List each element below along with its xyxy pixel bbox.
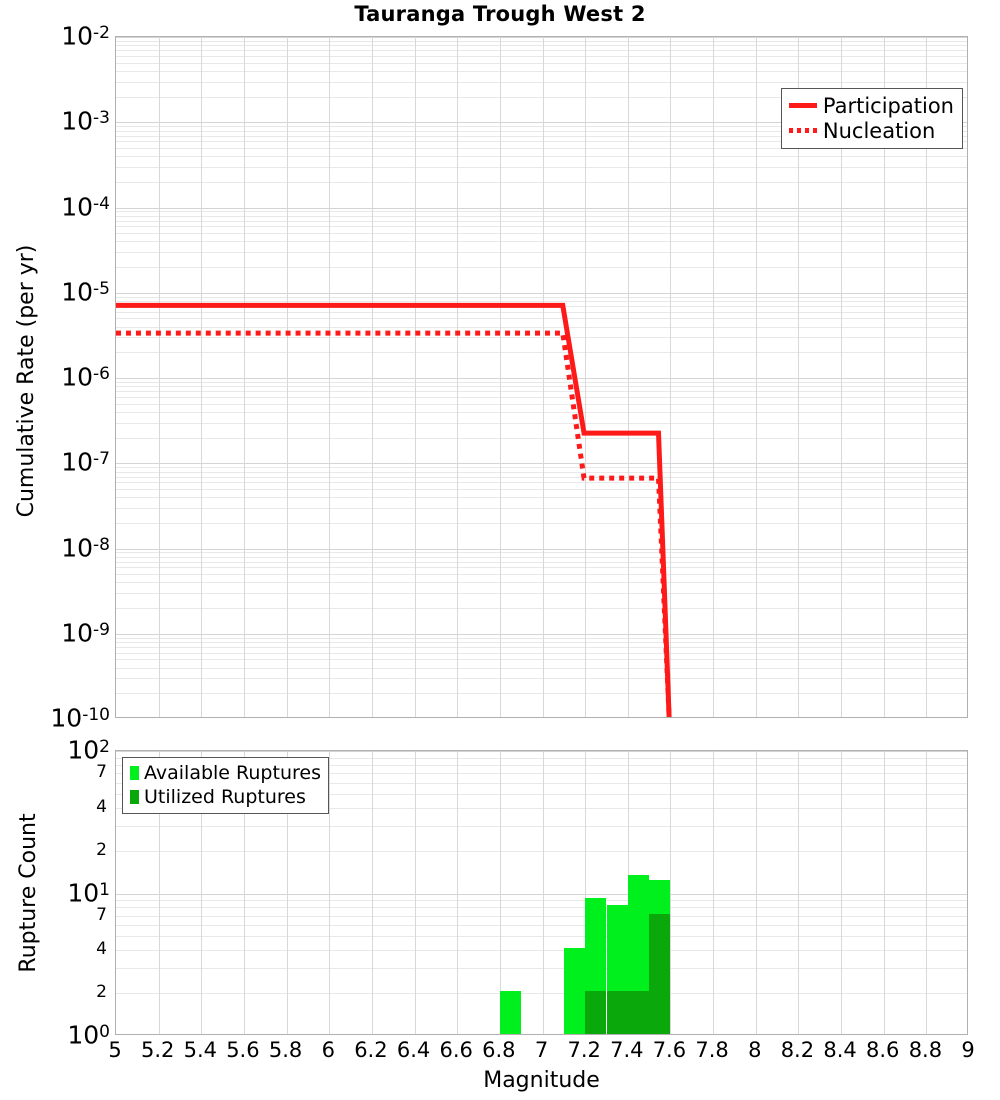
x-tick-8: 8 xyxy=(748,1038,762,1062)
top-y-tick-8: 10-10 xyxy=(50,703,110,733)
x-tick-5: 5 xyxy=(108,1038,122,1062)
x-tick-5-2: 5.2 xyxy=(140,1038,175,1062)
top-y-tick-1: 10-3 xyxy=(61,106,110,136)
x-tick-5-4: 5.4 xyxy=(183,1038,217,1062)
x-tick-7-2: 7.2 xyxy=(567,1038,601,1062)
bar-utilized xyxy=(627,991,650,1034)
x-tick-7-6: 7.6 xyxy=(652,1038,687,1062)
x-tick-9: 9 xyxy=(961,1038,975,1062)
bottom-y-tick-7: 2 xyxy=(96,982,107,1003)
x-tick-7-8: 7.8 xyxy=(695,1038,729,1062)
x-tick-7: 7 xyxy=(534,1038,549,1062)
color-swatch-icon xyxy=(130,766,139,780)
top-y-tick-labels: 10-2 10-3 10-4 10-5 10-6 10-7 10-8 10-9 10-10 xyxy=(0,22,110,733)
legend-item-participation: Participation xyxy=(788,93,954,118)
bar-utilized xyxy=(585,991,607,1034)
x-tick-8-4: 8.4 xyxy=(823,1038,857,1062)
dotted-line-icon xyxy=(788,128,817,133)
legend-label: Utilized Ruptures xyxy=(144,786,306,808)
bar-available xyxy=(499,991,522,1034)
x-tick-6-8: 6.8 xyxy=(482,1038,516,1062)
bottom-y-tick-8: 100 xyxy=(67,1020,110,1050)
top-y-tick-5: 10-7 xyxy=(61,447,110,477)
x-tick-labels: 5 5.2 5.4 5.6 5.8 6 6.2 6.4 6.6 6.8 7 7.2 7.4 7.6 7.8 8… xyxy=(108,1038,974,1068)
x-tick-6-6: 6.6 xyxy=(439,1038,473,1062)
top-series-layer xyxy=(116,37,967,717)
bottom-y-tick-0: 102 xyxy=(67,735,110,765)
bar-available xyxy=(563,948,586,1034)
x-tick-8-2: 8.2 xyxy=(780,1038,815,1062)
top-y-tick-0: 10-2 xyxy=(61,21,110,51)
top-legend: Participation Nucleation xyxy=(780,88,963,149)
color-swatch-icon xyxy=(130,790,139,804)
series-participation xyxy=(116,302,672,717)
top-y-tick-6: 10-8 xyxy=(61,533,110,562)
solid-line-icon xyxy=(788,103,817,108)
bar-utilized xyxy=(649,913,671,1034)
x-tick-7-4: 7.4 xyxy=(610,1038,644,1062)
legend-label: Participation xyxy=(822,93,954,118)
top-series-svg xyxy=(116,302,672,717)
legend-item-nucleation: Nucleation xyxy=(788,118,954,143)
top-y-tick-2: 10-4 xyxy=(61,192,110,221)
x-tick-6: 6 xyxy=(321,1038,335,1062)
legend-label: Nucleation xyxy=(822,118,936,143)
x-tick-8-6: 8.6 xyxy=(865,1038,900,1062)
top-y-tick-7: 10-9 xyxy=(61,618,110,648)
bottom-y-tick-4: 101 xyxy=(67,878,110,907)
bottom-bars-layer xyxy=(116,751,967,1034)
top-y-tick-3: 10-5 xyxy=(61,277,110,307)
bottom-plot-area: Available Ruptures Utilized Ruptures xyxy=(115,750,968,1035)
x-tick-5-8: 5.8 xyxy=(268,1038,303,1062)
x-tick-6-4: 6.4 xyxy=(396,1038,431,1062)
x-tick-5-6: 5.6 xyxy=(226,1038,260,1062)
bottom-y-tick-1: 7 xyxy=(96,762,107,783)
bottom-y-tick-6: 4 xyxy=(96,939,107,960)
page-title: Tauranga Trough West 2 xyxy=(354,2,646,26)
bottom-legend: Available Ruptures Utilized Ruptures xyxy=(122,757,329,814)
top-plot-area: Participation Nucleation xyxy=(115,36,968,718)
legend-item-available: Available Ruptures xyxy=(128,761,321,785)
bar-utilized xyxy=(606,991,628,1034)
legend-item-utilized: Utilized Ruptures xyxy=(128,785,321,809)
bottom-y-tick-3: 2 xyxy=(96,839,107,860)
bottom-y-tick-5: 7 xyxy=(96,904,107,925)
legend-label: Available Ruptures xyxy=(144,762,321,784)
bottom-y-tick-2: 4 xyxy=(96,796,107,817)
bottom-y-tick-labels: 102 7 4 2 101 7 4 2 100 xyxy=(0,736,110,1050)
x-tick-6-2: 6.2 xyxy=(354,1038,388,1062)
x-axis-title: Magnitude xyxy=(483,1068,600,1093)
x-tick-8-8: 8.8 xyxy=(908,1038,943,1062)
top-y-tick-4: 10-6 xyxy=(61,362,110,392)
series-nucleation xyxy=(116,330,672,717)
